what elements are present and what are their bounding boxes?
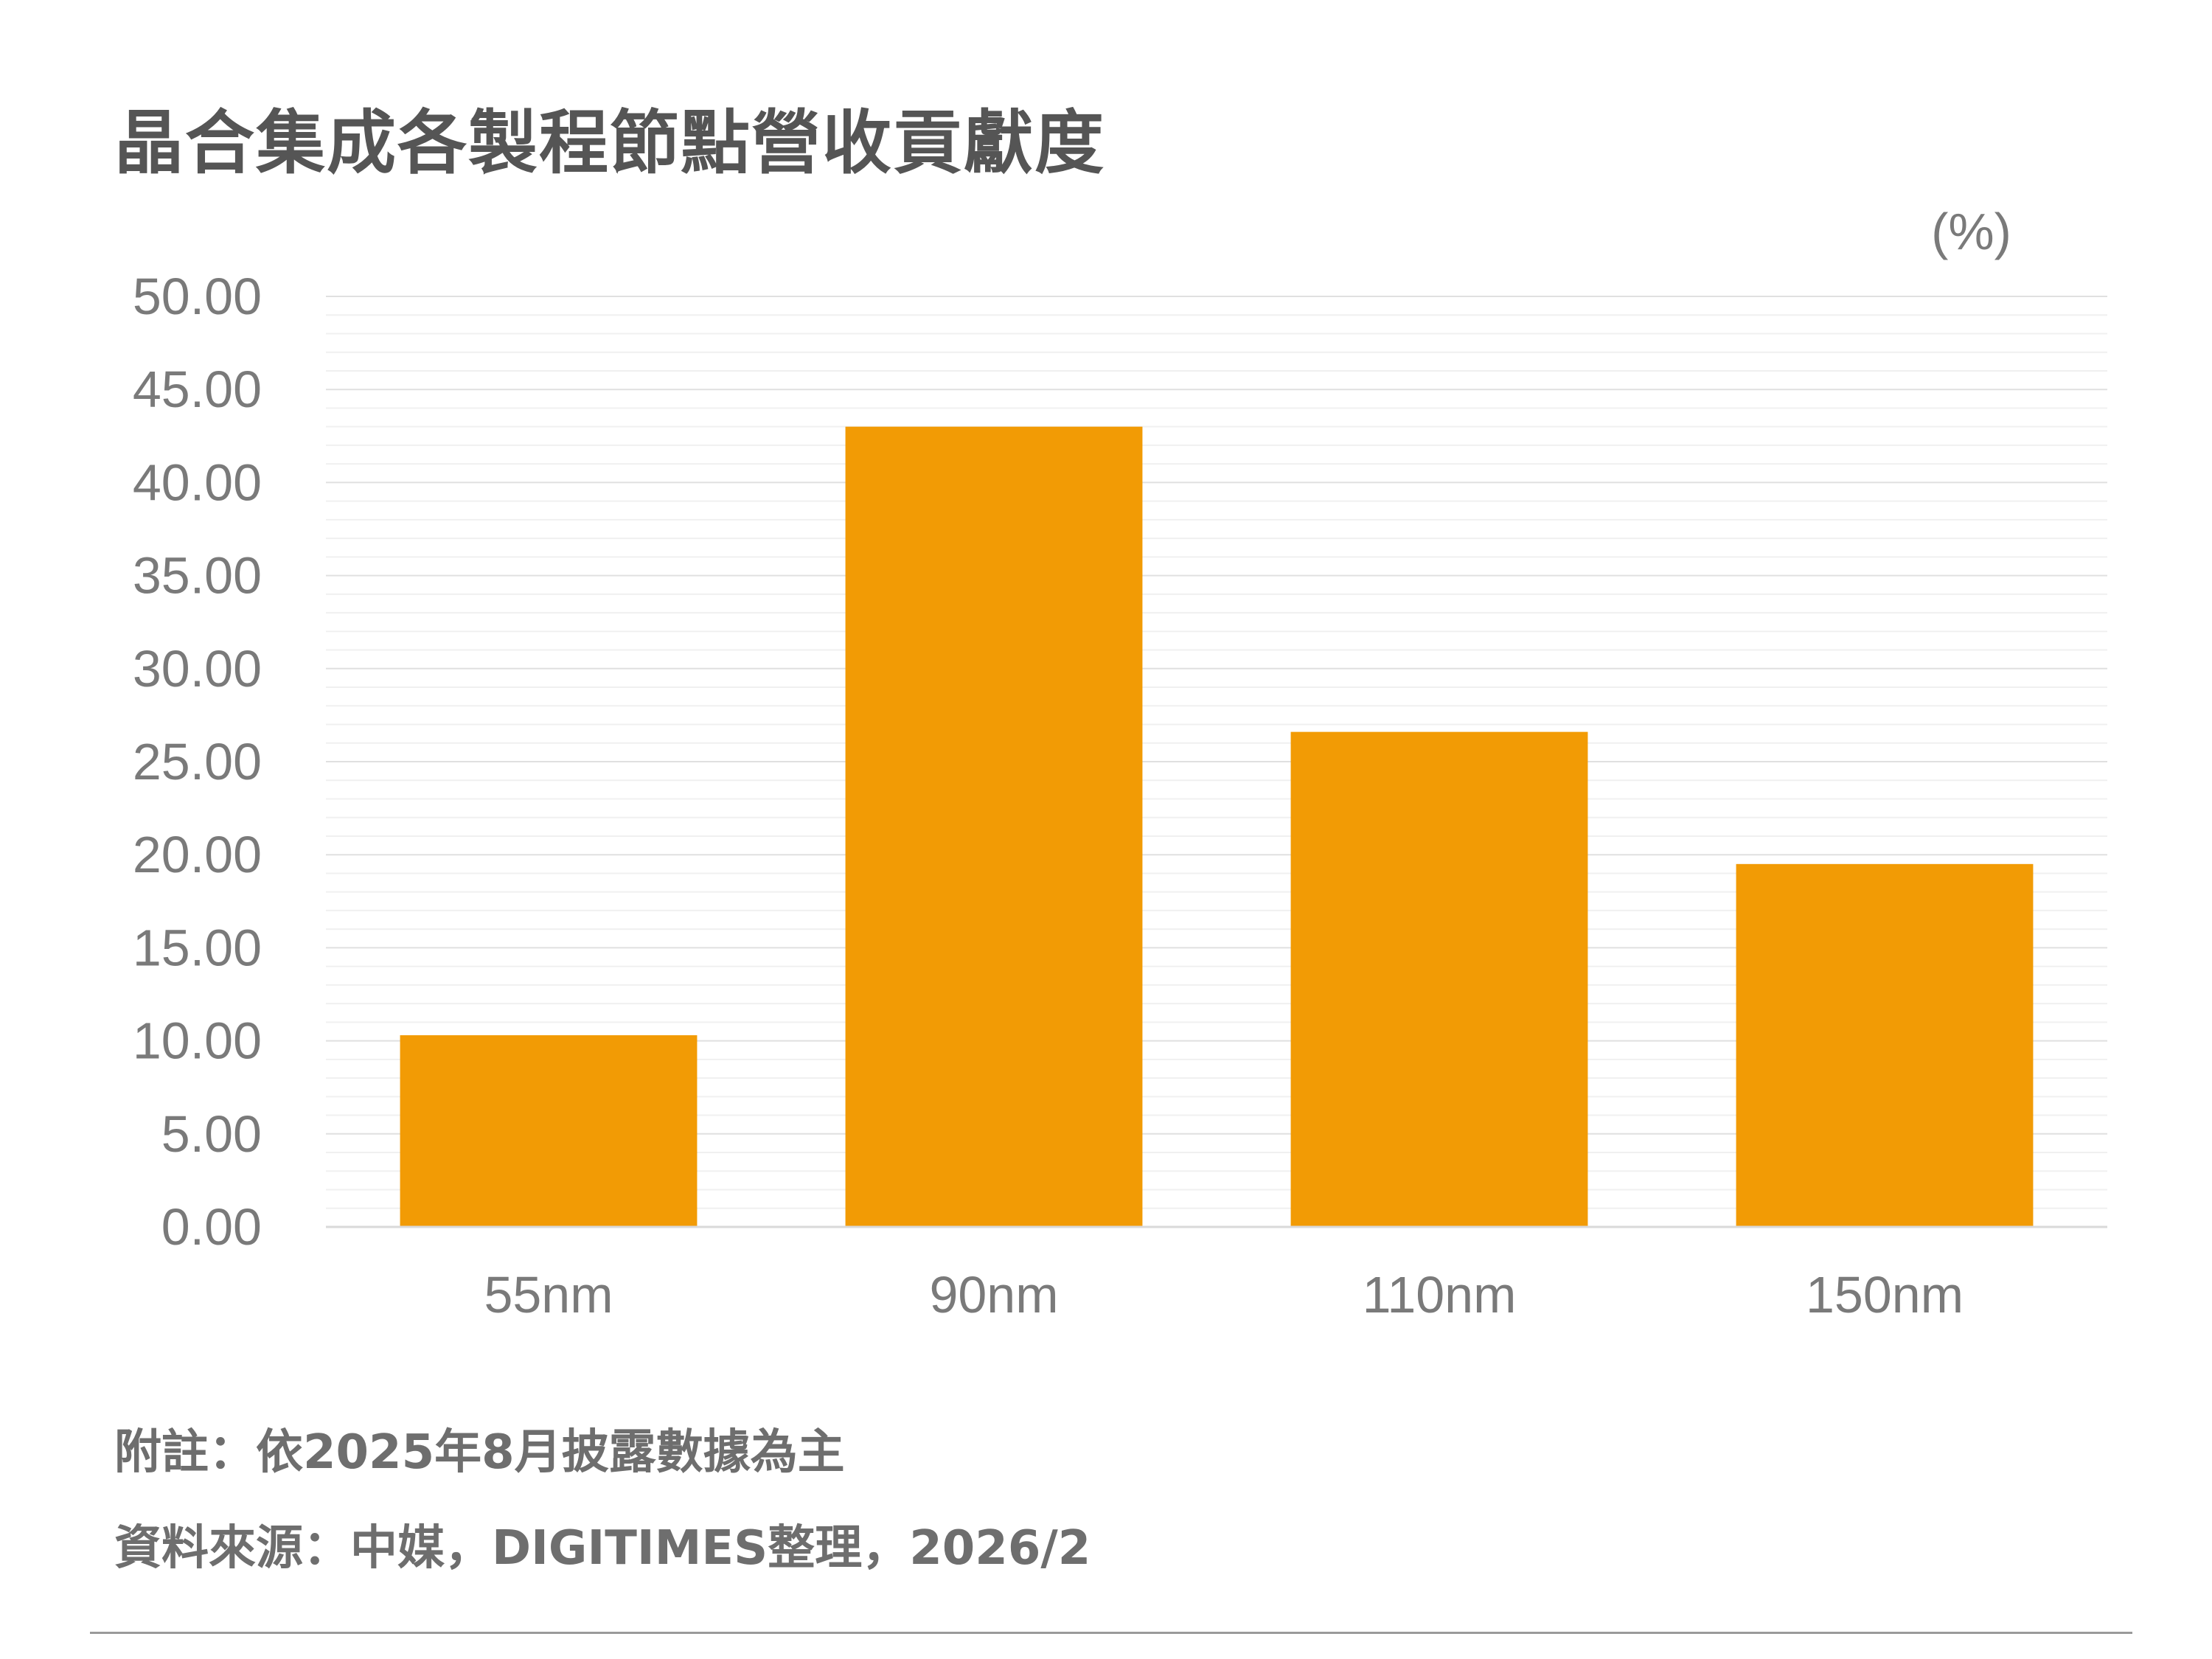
y-tick-label: 30.00 (133, 640, 262, 698)
footer-divider (90, 1632, 2132, 1634)
source-note: 資料來源：中媒，DIGITIMES整理，2026/2 (114, 1521, 1091, 1576)
chart-title: 晶合集成各製程節點營收貢獻度 (114, 103, 1106, 184)
y-axis-ticks: 0.00 5.00 10.00 15.00 20.00 25.00 30.00 35.00 40… (133, 268, 262, 1256)
x-axis-labels: 55nm 90nm 110nm 150nm (484, 1266, 1964, 1324)
bar-55nm (400, 1035, 698, 1227)
bars (400, 426, 2034, 1228)
footnote: 附註：依2025年8月披露數據為主 (114, 1425, 845, 1480)
y-tick-label: 40.00 (133, 453, 262, 511)
x-tick-label: 55nm (484, 1266, 613, 1324)
y-tick-label: 35.00 (133, 547, 262, 605)
y-tick-label: 15.00 (133, 919, 262, 976)
x-tick-label: 110nm (1363, 1266, 1517, 1324)
bar-110nm (1290, 731, 1588, 1227)
y-tick-label: 10.00 (133, 1012, 262, 1070)
bar-90nm (845, 426, 1143, 1228)
y-tick-label: 45.00 (133, 361, 262, 418)
y-tick-label: 50.00 (133, 268, 262, 325)
x-tick-label: 90nm (929, 1266, 1058, 1324)
y-unit-label: (%) (1931, 203, 2011, 260)
y-tick-label: 0.00 (161, 1198, 262, 1256)
x-tick-label: 150nm (1806, 1266, 1964, 1324)
y-tick-label: 25.00 (133, 733, 262, 790)
bar-150nm (1736, 863, 2034, 1227)
y-tick-label: 5.00 (161, 1105, 262, 1163)
y-tick-label: 20.00 (133, 826, 262, 883)
